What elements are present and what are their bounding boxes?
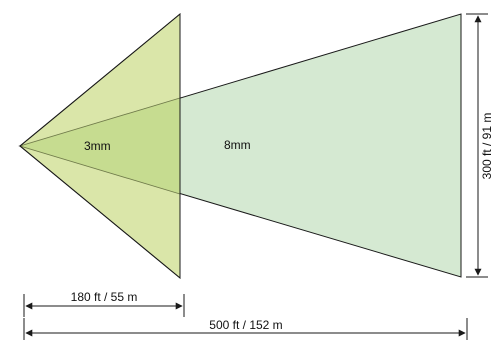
short-distance-label: 180 ft / 55 m	[71, 290, 138, 304]
wide-cone-upper-edge	[19, 97, 181, 147]
overlap-region	[20, 98, 180, 194]
narrow-lens-label: 3mm	[84, 139, 111, 153]
narrow-lens-outline	[19, 12, 181, 280]
wide-lens-coverage	[18, 13, 462, 278]
wide-cone-lower-edge	[19, 145, 181, 195]
long-distance-label: 500 ft / 152 m	[209, 318, 282, 332]
coverage-width-label: 300 ft / 91 m	[480, 113, 494, 180]
wide-lens-label: 8mm	[224, 138, 251, 152]
